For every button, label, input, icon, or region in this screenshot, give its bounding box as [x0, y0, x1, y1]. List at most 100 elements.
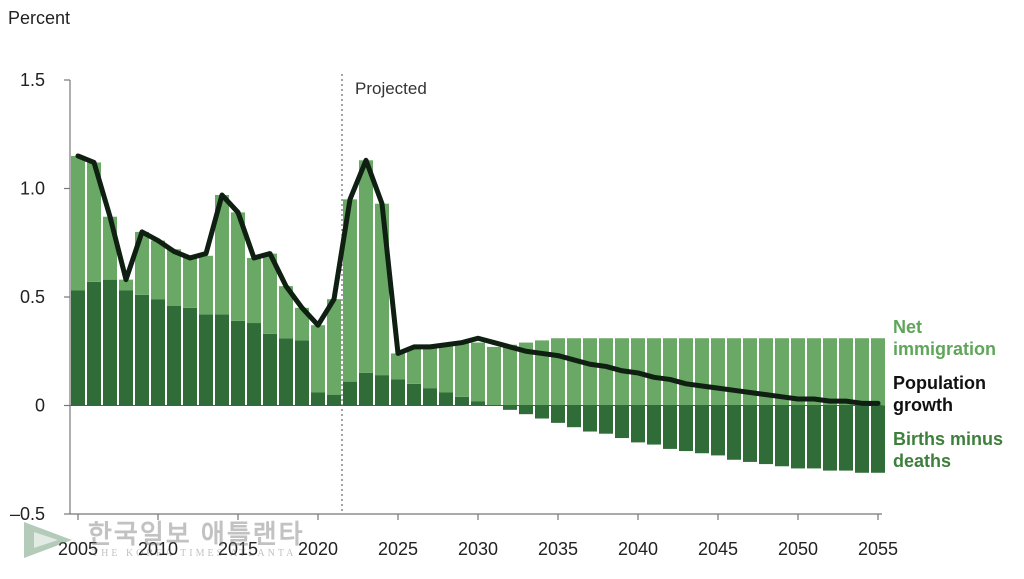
bar-net-immigration-2052	[823, 338, 837, 406]
y-tick-label: 0.5	[20, 287, 45, 307]
bar-net-immigration-2029	[455, 342, 469, 397]
legend-population-growth-line1: Population	[893, 373, 986, 393]
legend-population-growth: Population growth	[893, 372, 986, 416]
bar-net-immigration-2046	[727, 338, 741, 406]
bar-births-minus-deaths-2008	[119, 290, 133, 406]
y-tick-label: –0.5	[10, 504, 45, 524]
bar-births-minus-deaths-2034	[535, 405, 549, 419]
bar-births-minus-deaths-2047	[743, 405, 757, 462]
bar-births-minus-deaths-2020	[311, 392, 325, 406]
bar-births-minus-deaths-2036	[567, 405, 581, 428]
bar-net-immigration-2032	[503, 344, 517, 406]
bar-births-minus-deaths-2042	[663, 405, 677, 449]
bar-births-minus-deaths-2017	[263, 333, 277, 406]
legend-net-immigration-line1: Net	[893, 317, 923, 337]
x-tick-label: 2035	[538, 539, 578, 559]
bar-births-minus-deaths-2052	[823, 405, 837, 471]
bar-net-immigration-2055	[871, 338, 885, 406]
bar-net-immigration-2051	[807, 338, 821, 406]
bars-group	[71, 155, 885, 473]
watermark-text: 한국일보 애틀랜타	[88, 519, 305, 549]
bar-births-minus-deaths-2030	[471, 401, 485, 406]
x-tick-label: 2045	[698, 539, 738, 559]
bar-births-minus-deaths-2049	[775, 405, 789, 467]
bar-births-minus-deaths-2045	[711, 405, 725, 456]
bar-net-immigration-2014	[215, 195, 229, 315]
y-tick-label: 1.0	[20, 179, 45, 199]
bar-births-minus-deaths-2015	[231, 320, 245, 406]
bar-net-immigration-2054	[855, 338, 869, 406]
bar-net-immigration-2035	[551, 338, 565, 406]
bar-births-minus-deaths-2011	[167, 305, 181, 406]
x-tick-label: 2030	[458, 539, 498, 559]
bar-births-minus-deaths-2039	[615, 405, 629, 439]
bar-births-minus-deaths-2048	[759, 405, 773, 465]
x-tick-label: 2020	[298, 539, 338, 559]
bar-net-immigration-2010	[151, 240, 165, 300]
bar-births-minus-deaths-2026	[407, 383, 421, 406]
bar-births-minus-deaths-2009	[135, 294, 149, 406]
bar-net-immigration-2013	[199, 255, 213, 315]
bar-births-minus-deaths-2005	[71, 290, 85, 406]
legend-population-growth-line2: growth	[893, 395, 953, 415]
bar-births-minus-deaths-2050	[791, 405, 805, 469]
watermark-subtext: THE KOREA TIMES ATLANTA	[92, 548, 297, 559]
bar-births-minus-deaths-2019	[295, 340, 309, 406]
y-axis-unit-label: Percent	[8, 8, 71, 28]
bar-births-minus-deaths-2037	[583, 405, 597, 432]
bar-births-minus-deaths-2024	[375, 375, 389, 406]
legend-net-immigration: Net immigration	[893, 316, 996, 360]
bar-net-immigration-2028	[439, 344, 453, 393]
y-tick-label: 0	[35, 396, 45, 416]
bar-births-minus-deaths-2021	[327, 394, 341, 406]
bar-births-minus-deaths-2007	[103, 279, 117, 406]
bar-births-minus-deaths-2053	[839, 405, 853, 471]
bar-net-immigration-2033	[519, 342, 533, 406]
bar-net-immigration-2043	[679, 338, 693, 406]
bar-net-immigration-2006	[87, 162, 101, 282]
x-tick-label: 2010	[138, 539, 178, 559]
population-growth-line	[75, 153, 881, 406]
bar-net-immigration-2008	[119, 279, 133, 291]
bar-births-minus-deaths-2055	[871, 405, 885, 473]
watermark-logo-icon	[24, 522, 72, 558]
bar-births-minus-deaths-2041	[647, 405, 661, 445]
bar-births-minus-deaths-2038	[599, 405, 613, 434]
bar-births-minus-deaths-2033	[519, 405, 533, 415]
axes-group: 1.5 1.0 0.5 0 –0.5 2005 2010 2015 2020 2025 2030 20…	[10, 70, 898, 559]
bar-births-minus-deaths-2016	[247, 323, 261, 406]
bar-births-minus-deaths-2006	[87, 281, 101, 406]
bar-births-minus-deaths-2012	[183, 307, 197, 406]
bar-births-minus-deaths-2013	[199, 314, 213, 406]
bar-net-immigration-2005	[71, 155, 85, 291]
bar-net-immigration-2018	[279, 286, 293, 339]
y-tick-label: 1.5	[20, 70, 45, 90]
bar-net-immigration-2025	[391, 353, 405, 380]
bar-net-immigration-2022	[343, 199, 357, 382]
projected-label: Projected	[355, 79, 427, 98]
bar-net-immigration-2016	[247, 257, 261, 324]
bar-births-minus-deaths-2046	[727, 405, 741, 460]
bar-net-immigration-2012	[183, 257, 197, 308]
bar-births-minus-deaths-2018	[279, 338, 293, 406]
bar-births-minus-deaths-2022	[343, 381, 357, 406]
growth-line-group	[75, 153, 881, 406]
x-tick-label: 2015	[218, 539, 258, 559]
bar-net-immigration-2034	[535, 340, 549, 406]
bar-births-minus-deaths-2043	[679, 405, 693, 452]
bar-net-immigration-2036	[567, 338, 581, 406]
bar-net-immigration-2045	[711, 338, 725, 406]
bar-net-immigration-2030	[471, 342, 485, 402]
legend-net-immigration-line2: immigration	[893, 339, 997, 359]
bar-births-minus-deaths-2051	[807, 405, 821, 469]
bar-net-immigration-2044	[695, 338, 709, 406]
bar-net-immigration-2015	[231, 212, 245, 321]
bar-net-immigration-2026	[407, 346, 421, 384]
bar-births-minus-deaths-2032	[503, 405, 517, 410]
x-tick-label: 2050	[778, 539, 818, 559]
bar-net-immigration-2023	[359, 160, 373, 373]
bar-births-minus-deaths-2025	[391, 379, 405, 406]
bar-births-minus-deaths-2035	[551, 405, 565, 423]
legend-births-minus-deaths-line1: Births minus	[893, 429, 1004, 449]
x-tick-label: 2025	[378, 539, 418, 559]
